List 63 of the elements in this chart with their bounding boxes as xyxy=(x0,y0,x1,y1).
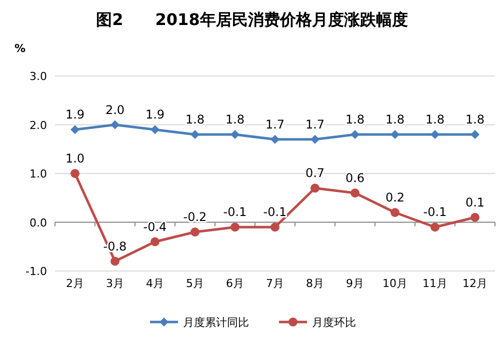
point xyxy=(70,169,80,178)
point xyxy=(390,208,400,217)
point xyxy=(310,184,320,193)
data-label: -0.1 xyxy=(423,205,447,220)
y-tick-label: 3.0 xyxy=(30,70,47,83)
data-label: 1.7 xyxy=(305,117,325,132)
x-tick-label: 8月 xyxy=(306,277,324,290)
point xyxy=(230,222,240,232)
point xyxy=(70,125,80,134)
point xyxy=(110,120,120,130)
y-axis-title: % xyxy=(14,42,26,55)
point xyxy=(190,228,200,236)
x-tick-label: 2月 xyxy=(66,277,84,290)
data-label: 0.7 xyxy=(305,166,325,180)
data-label: 1.8 xyxy=(185,112,205,126)
point xyxy=(150,237,160,246)
point xyxy=(190,130,200,139)
point xyxy=(110,256,120,266)
data-label: -0.1 xyxy=(223,205,247,220)
data-label: 0.2 xyxy=(385,190,405,204)
data-label: 1.8 xyxy=(225,112,245,126)
data-label: -0.2 xyxy=(183,210,207,224)
data-label: 1.8 xyxy=(345,112,365,126)
x-tick-label: 6月 xyxy=(226,277,244,290)
x-tick-label: 10月 xyxy=(382,277,408,290)
point xyxy=(470,212,480,222)
point xyxy=(430,130,440,139)
data-label: 1.7 xyxy=(265,117,285,132)
point xyxy=(430,222,440,232)
data-label: 0.6 xyxy=(345,171,365,185)
point xyxy=(230,130,240,139)
y-tick-label: 0.0 xyxy=(30,216,47,230)
x-tick-label: 12月 xyxy=(462,277,488,290)
point xyxy=(150,125,160,134)
data-label: 2.0 xyxy=(105,102,125,117)
legend-label: 月度环比 xyxy=(312,316,356,329)
x-tick-label: 4月 xyxy=(146,277,164,290)
point xyxy=(470,130,480,139)
data-label: 0.1 xyxy=(465,195,485,210)
y-tick-label: -1.0 xyxy=(26,265,47,278)
x-tick-label: 5月 xyxy=(186,277,204,290)
x-tick-label: 7月 xyxy=(266,277,284,290)
data-label: 1.8 xyxy=(425,112,445,126)
point xyxy=(270,222,280,232)
data-label: 1.9 xyxy=(145,108,165,122)
data-label: 1.8 xyxy=(465,112,485,126)
point xyxy=(270,134,280,144)
data-label: 1.8 xyxy=(385,112,405,126)
data-label: 1.0 xyxy=(65,152,85,166)
point xyxy=(390,130,400,139)
x-tick-label: 11月 xyxy=(422,277,448,290)
chart-title: 图2 2018年居民消费价格月度涨跌幅度 xyxy=(96,10,408,29)
data-label: -0.1 xyxy=(263,205,287,220)
point xyxy=(350,130,360,139)
data-label: -0.4 xyxy=(143,220,167,234)
x-tick-label: 3月 xyxy=(106,277,124,290)
y-tick-label: 1.0 xyxy=(30,168,47,180)
point xyxy=(310,134,320,144)
x-tick-label: 9月 xyxy=(346,277,364,290)
point xyxy=(350,188,360,198)
y-tick-label: 2.0 xyxy=(30,118,47,132)
legend-label: 月度累计同比 xyxy=(183,316,249,329)
data-label: 1.9 xyxy=(65,108,85,122)
